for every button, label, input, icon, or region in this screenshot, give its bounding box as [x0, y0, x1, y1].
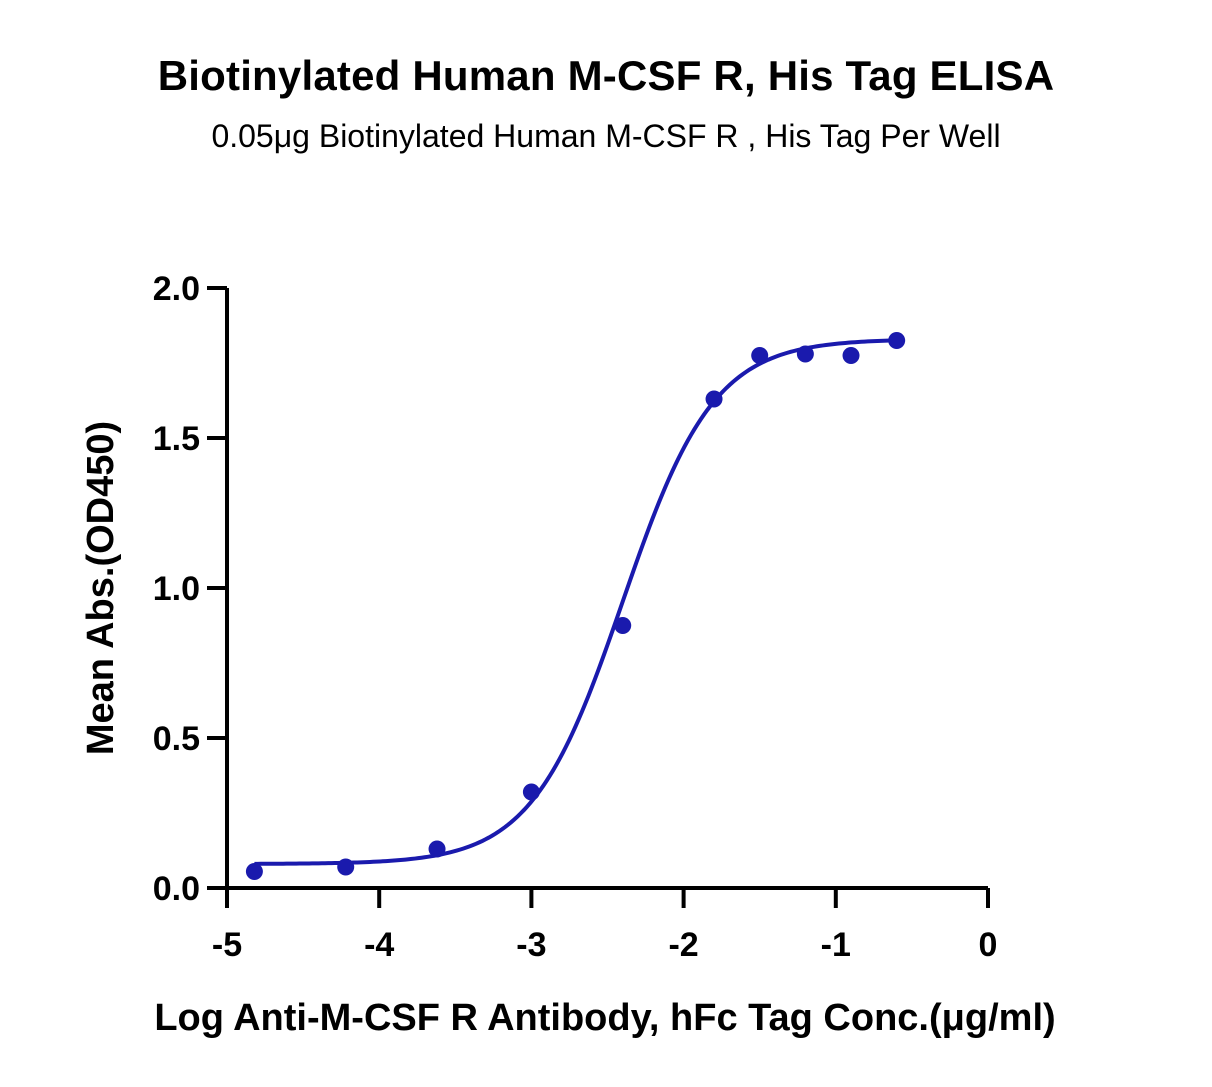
data-point	[705, 390, 723, 408]
y-tick-label: 2.0	[153, 270, 200, 308]
y-axis-label: Mean Abs.(OD450)	[80, 421, 122, 755]
chart-title: Biotinylated Human M-CSF R, His Tag ELIS…	[157, 52, 1055, 99]
x-tick-label: -4	[364, 926, 394, 964]
data-points	[245, 332, 906, 880]
data-point	[337, 858, 355, 876]
chart-subtitle: 0.05μg Biotinylated Human M-CSF R , His …	[211, 118, 1001, 154]
x-tick-label: -1	[821, 926, 851, 964]
y-tick-label: 0.5	[153, 720, 200, 758]
y-tick-label: 1.5	[153, 420, 200, 458]
chart-axes	[225, 288, 988, 890]
x-tick-label: 0	[979, 926, 998, 964]
data-point	[796, 345, 814, 363]
data-point	[751, 347, 769, 364]
y-tick-label: 1.0	[153, 570, 200, 608]
data-point	[522, 783, 540, 801]
fit-curve	[254, 338, 897, 866]
data-point	[842, 347, 860, 364]
x-axis-label: Log Anti-M-CSF R Antibody, hFc Tag Conc.…	[154, 997, 1055, 1039]
y-tick-label: 0.0	[153, 870, 200, 908]
data-point	[428, 840, 446, 858]
data-point	[245, 863, 263, 880]
chart-ticks: -5 -4 -3 -2 -1 0 0.0 0.5 1.0 1.5 2.0	[153, 270, 998, 964]
data-point	[888, 332, 906, 349]
fit-curve-group	[254, 338, 897, 866]
data-point	[614, 617, 632, 634]
x-tick-label: -2	[668, 926, 698, 964]
x-tick-label: -5	[212, 926, 242, 964]
x-tick-label: -3	[516, 926, 546, 964]
